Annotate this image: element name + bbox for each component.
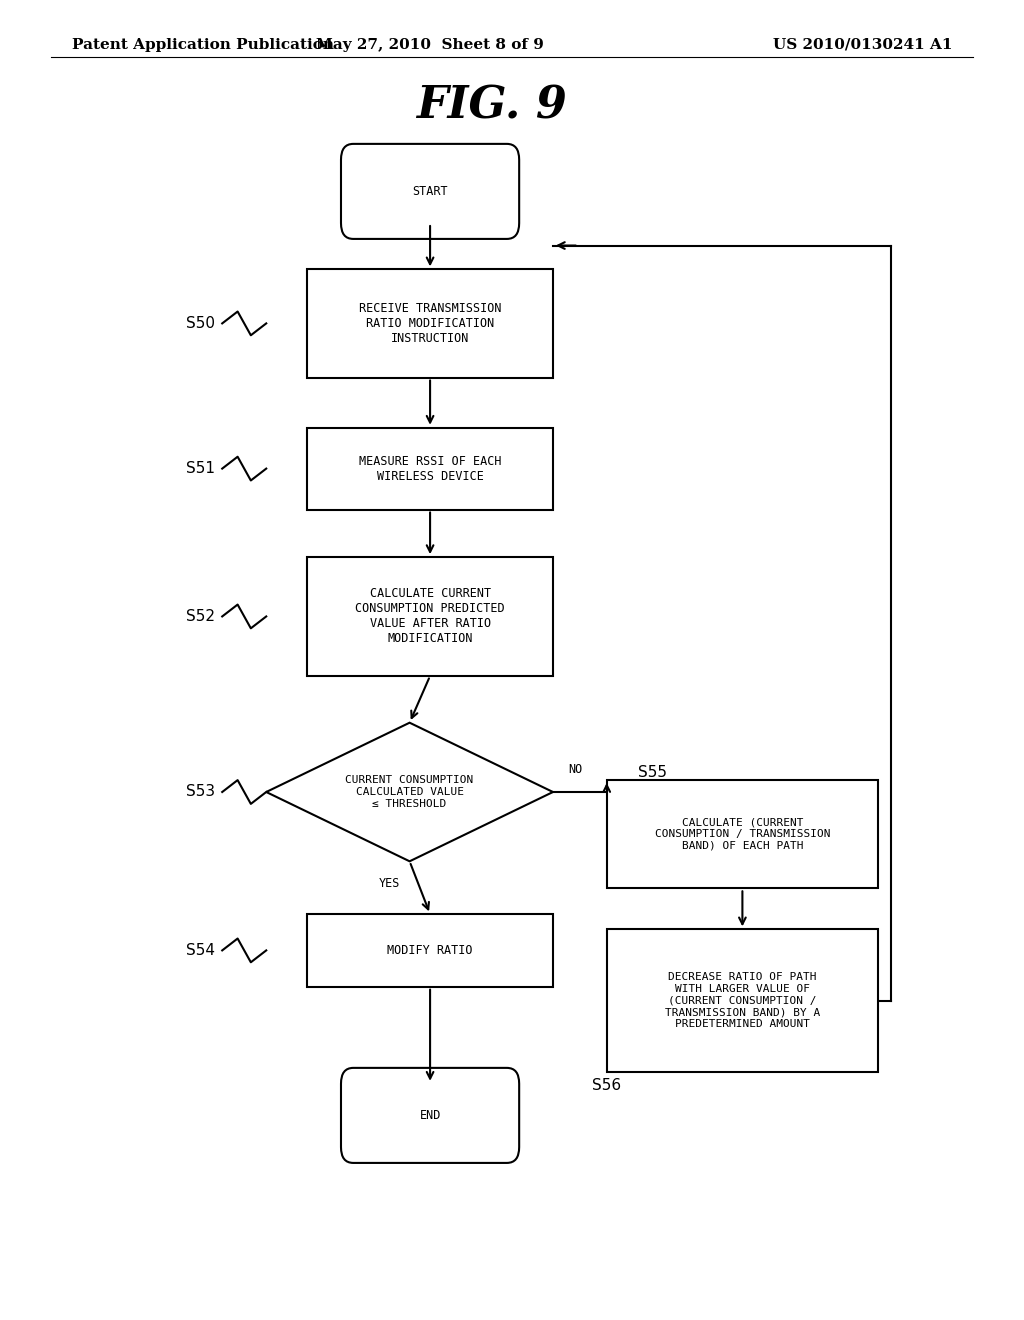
Text: YES: YES (379, 876, 399, 890)
Text: MODIFY RATIO: MODIFY RATIO (387, 944, 473, 957)
Text: FIG. 9: FIG. 9 (416, 84, 567, 127)
Text: S52: S52 (186, 609, 215, 624)
Text: May 27, 2010  Sheet 8 of 9: May 27, 2010 Sheet 8 of 9 (316, 38, 544, 51)
Text: MEASURE RSSI OF EACH
WIRELESS DEVICE: MEASURE RSSI OF EACH WIRELESS DEVICE (358, 454, 502, 483)
Text: CALCULATE (CURRENT
CONSUMPTION / TRANSMISSION
BAND) OF EACH PATH: CALCULATE (CURRENT CONSUMPTION / TRANSMI… (654, 817, 830, 851)
Text: S55: S55 (638, 764, 667, 780)
Text: END: END (420, 1109, 440, 1122)
Bar (307, 557, 553, 676)
Text: NO: NO (568, 763, 583, 776)
Bar (606, 929, 879, 1072)
Text: CALCULATE CURRENT
CONSUMPTION PREDICTED
VALUE AFTER RATIO
MODIFICATION: CALCULATE CURRENT CONSUMPTION PREDICTED … (355, 587, 505, 645)
Text: S50: S50 (186, 315, 215, 331)
FancyBboxPatch shape (341, 144, 519, 239)
Bar (307, 428, 553, 510)
Bar (606, 780, 879, 888)
Text: DECREASE RATIO OF PATH
WITH LARGER VALUE OF
(CURRENT CONSUMPTION /
TRANSMISSION : DECREASE RATIO OF PATH WITH LARGER VALUE… (665, 973, 820, 1028)
Bar (307, 913, 553, 987)
Text: CURRENT CONSUMPTION
CALCULATED VALUE
≤ THRESHOLD: CURRENT CONSUMPTION CALCULATED VALUE ≤ T… (345, 775, 474, 809)
Bar (307, 269, 553, 378)
Text: US 2010/0130241 A1: US 2010/0130241 A1 (773, 38, 952, 51)
Text: S53: S53 (186, 784, 215, 800)
Text: Patent Application Publication: Patent Application Publication (72, 38, 334, 51)
Text: START: START (413, 185, 447, 198)
Text: RECEIVE TRANSMISSION
RATIO MODIFICATION
INSTRUCTION: RECEIVE TRANSMISSION RATIO MODIFICATION … (358, 302, 502, 345)
Text: S54: S54 (186, 942, 215, 958)
Polygon shape (266, 722, 553, 861)
FancyBboxPatch shape (341, 1068, 519, 1163)
Text: S51: S51 (186, 461, 215, 477)
Text: S56: S56 (592, 1077, 621, 1093)
